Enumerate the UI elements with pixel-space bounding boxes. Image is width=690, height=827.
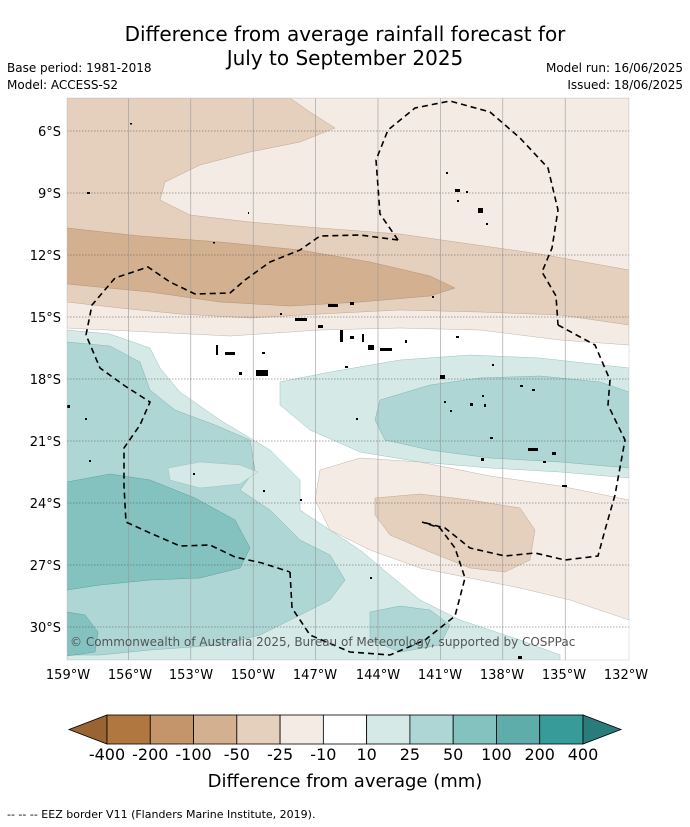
colorbar-swatch xyxy=(366,714,411,745)
colorbar-swatch xyxy=(322,714,368,745)
lon-label: 153°W xyxy=(169,668,213,683)
eez-borders xyxy=(85,100,626,656)
eez-border-polynesia-north xyxy=(85,234,399,573)
model-run-text: Model run: 16/06/2025 xyxy=(545,61,683,75)
eez-border-polynesia-east xyxy=(421,324,626,561)
colorbar-tick-label: 25 xyxy=(399,745,421,764)
lon-label: 156°W xyxy=(108,668,152,683)
wet-band-darker-south xyxy=(67,611,99,657)
lon-label: 144°W xyxy=(356,668,400,683)
lat-label: 15°S xyxy=(30,311,61,326)
lon-label: 135°W xyxy=(542,668,586,683)
colorbar-swatch xyxy=(279,714,324,745)
map-title-line1: Difference from average rainfall forecas… xyxy=(124,22,566,46)
eez-border-kiribati xyxy=(375,100,559,326)
colorbar-tick-label: 200 xyxy=(524,745,555,764)
colorbar-swatch xyxy=(409,714,454,745)
colorbar-tick-label: 400 xyxy=(567,745,599,764)
colorbar-tick-label: -50 xyxy=(223,745,250,764)
wet-band-medium-south xyxy=(369,605,451,653)
lat-label: 21°S xyxy=(30,435,61,450)
lat-label: 18°S xyxy=(30,373,61,388)
meta-left: Base period: 1981-2018 Model: ACCESS-S2 xyxy=(7,60,152,94)
colorbar-tick-label: 10 xyxy=(356,745,377,764)
eez-footnote: -- -- -- EEZ border V11 (Flanders Marine… xyxy=(7,808,316,821)
colorbar-tick-label: 100 xyxy=(481,745,512,764)
colorbar-title: Difference from average (mm) xyxy=(207,771,483,792)
colorbar-tick-label: -400 xyxy=(88,745,126,764)
lon-label: 141°W xyxy=(418,668,462,683)
colorbar-extend-high xyxy=(582,714,623,745)
colorbar-extend-low xyxy=(67,714,108,745)
colorbar-swatch xyxy=(236,714,281,745)
map-frame xyxy=(66,97,630,661)
colorbar-tick-label: -100 xyxy=(175,745,212,764)
lon-label: 138°W xyxy=(480,668,524,683)
map-title: Difference from average rainfall forecas… xyxy=(0,22,690,70)
colorbar-tick-label: -25 xyxy=(267,745,294,764)
colorbar-swatch xyxy=(193,714,238,745)
issued-text: Issued: 18/06/2025 xyxy=(567,78,683,92)
lat-label: 24°S xyxy=(30,497,61,512)
map-title-line2: July to September 2025 xyxy=(226,46,464,70)
meta-right: Model run: 16/06/2025 Issued: 18/06/2025 xyxy=(546,60,683,94)
colorbar-tick-label: -10 xyxy=(310,745,337,764)
copyright-text: © Commonwealth of Australia 2025, Bureau… xyxy=(70,635,575,649)
lat-label: 30°S xyxy=(30,621,61,636)
longitude-axis: 159°W 156°W 153°W 150°W 147°W 144°W 141°… xyxy=(46,668,648,683)
lat-label: 27°S xyxy=(30,559,61,574)
colorbar-tick-label: 50 xyxy=(442,745,464,764)
colorbar-swatch xyxy=(539,714,584,745)
lat-label: 9°S xyxy=(38,187,61,202)
dry-band-medium-south xyxy=(374,493,536,573)
colorbar-tick-labels: -400 -200 -100 -50 -25 -10 10 25 50 100 200 400 xyxy=(0,745,690,767)
base-period-text: Base period: 1981-2018 xyxy=(7,61,152,75)
colorbar-swatch xyxy=(149,714,194,745)
lon-label: 150°W xyxy=(231,668,275,683)
eez-border-polynesia-south xyxy=(289,521,466,656)
lon-label: 132°W xyxy=(604,668,648,683)
colorbar xyxy=(67,714,623,745)
colorbar-swatch xyxy=(496,714,541,745)
lon-label: 159°W xyxy=(46,668,90,683)
islands xyxy=(67,123,567,659)
colorbar-swatch xyxy=(452,714,497,745)
lat-label: 6°S xyxy=(38,125,61,140)
latitude-axis: 6°S 9°S 12°S 15°S 18°S 21°S 24°S 27°S 30… xyxy=(30,125,61,636)
colorbar-tick-label: -200 xyxy=(132,745,169,764)
model-text: Model: ACCESS-S2 xyxy=(7,78,119,92)
colorbar-swatch xyxy=(106,714,151,745)
lon-label: 147°W xyxy=(293,668,337,683)
gridlines xyxy=(67,98,629,660)
lat-label: 12°S xyxy=(30,249,61,264)
dry-band-dark xyxy=(67,227,456,307)
